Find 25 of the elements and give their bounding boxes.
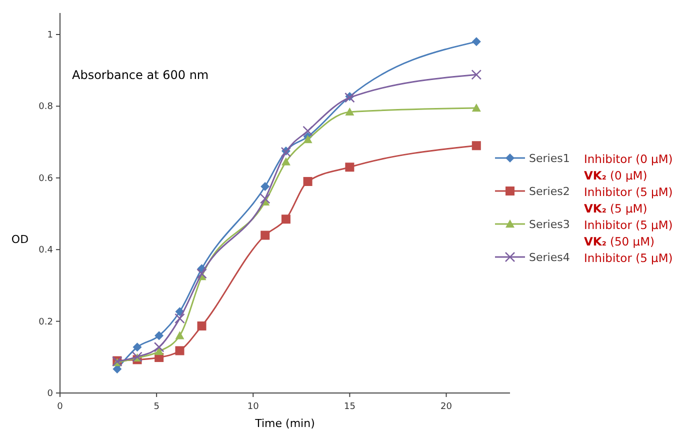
y-tick-label: 0.8 (38, 102, 54, 112)
legend-label: Series3 (529, 218, 570, 231)
text: Inhibitor (0 μM) (584, 152, 673, 166)
legend-label: Series2 (529, 185, 570, 198)
y-tick-label: 0.4 (38, 246, 54, 256)
y-axis-title: OD (11, 233, 29, 246)
text: Inhibitor (5 μM) (584, 185, 673, 199)
x-tick-label: 0 (57, 402, 64, 412)
x-tick-label: 10 (247, 402, 260, 412)
legend-label: Series1 (529, 152, 570, 165)
x-tick-label: 15 (344, 402, 356, 412)
text: Inhibitor (5 μM) (584, 218, 673, 232)
y-tick-label: 0 (47, 389, 54, 399)
text: VK₂ (0 μM) (584, 168, 648, 182)
x-tick-label: 20 (440, 402, 452, 412)
text: VK₂ (5 μM) (584, 202, 648, 216)
text: Inhibitor (5 μM) (584, 251, 673, 265)
x-axis-title: Time (min) (254, 417, 315, 430)
y-tick-label: 0.6 (38, 174, 54, 184)
y-tick-label: 0.2 (38, 317, 53, 328)
text: Absorbance at 600 nm (72, 68, 209, 82)
x-tick-label: 5 (154, 402, 160, 412)
y-tick-label: 1 (47, 30, 53, 41)
text: VK₂ (50 μM) (584, 234, 654, 248)
legend-label: Series4 (529, 251, 570, 264)
